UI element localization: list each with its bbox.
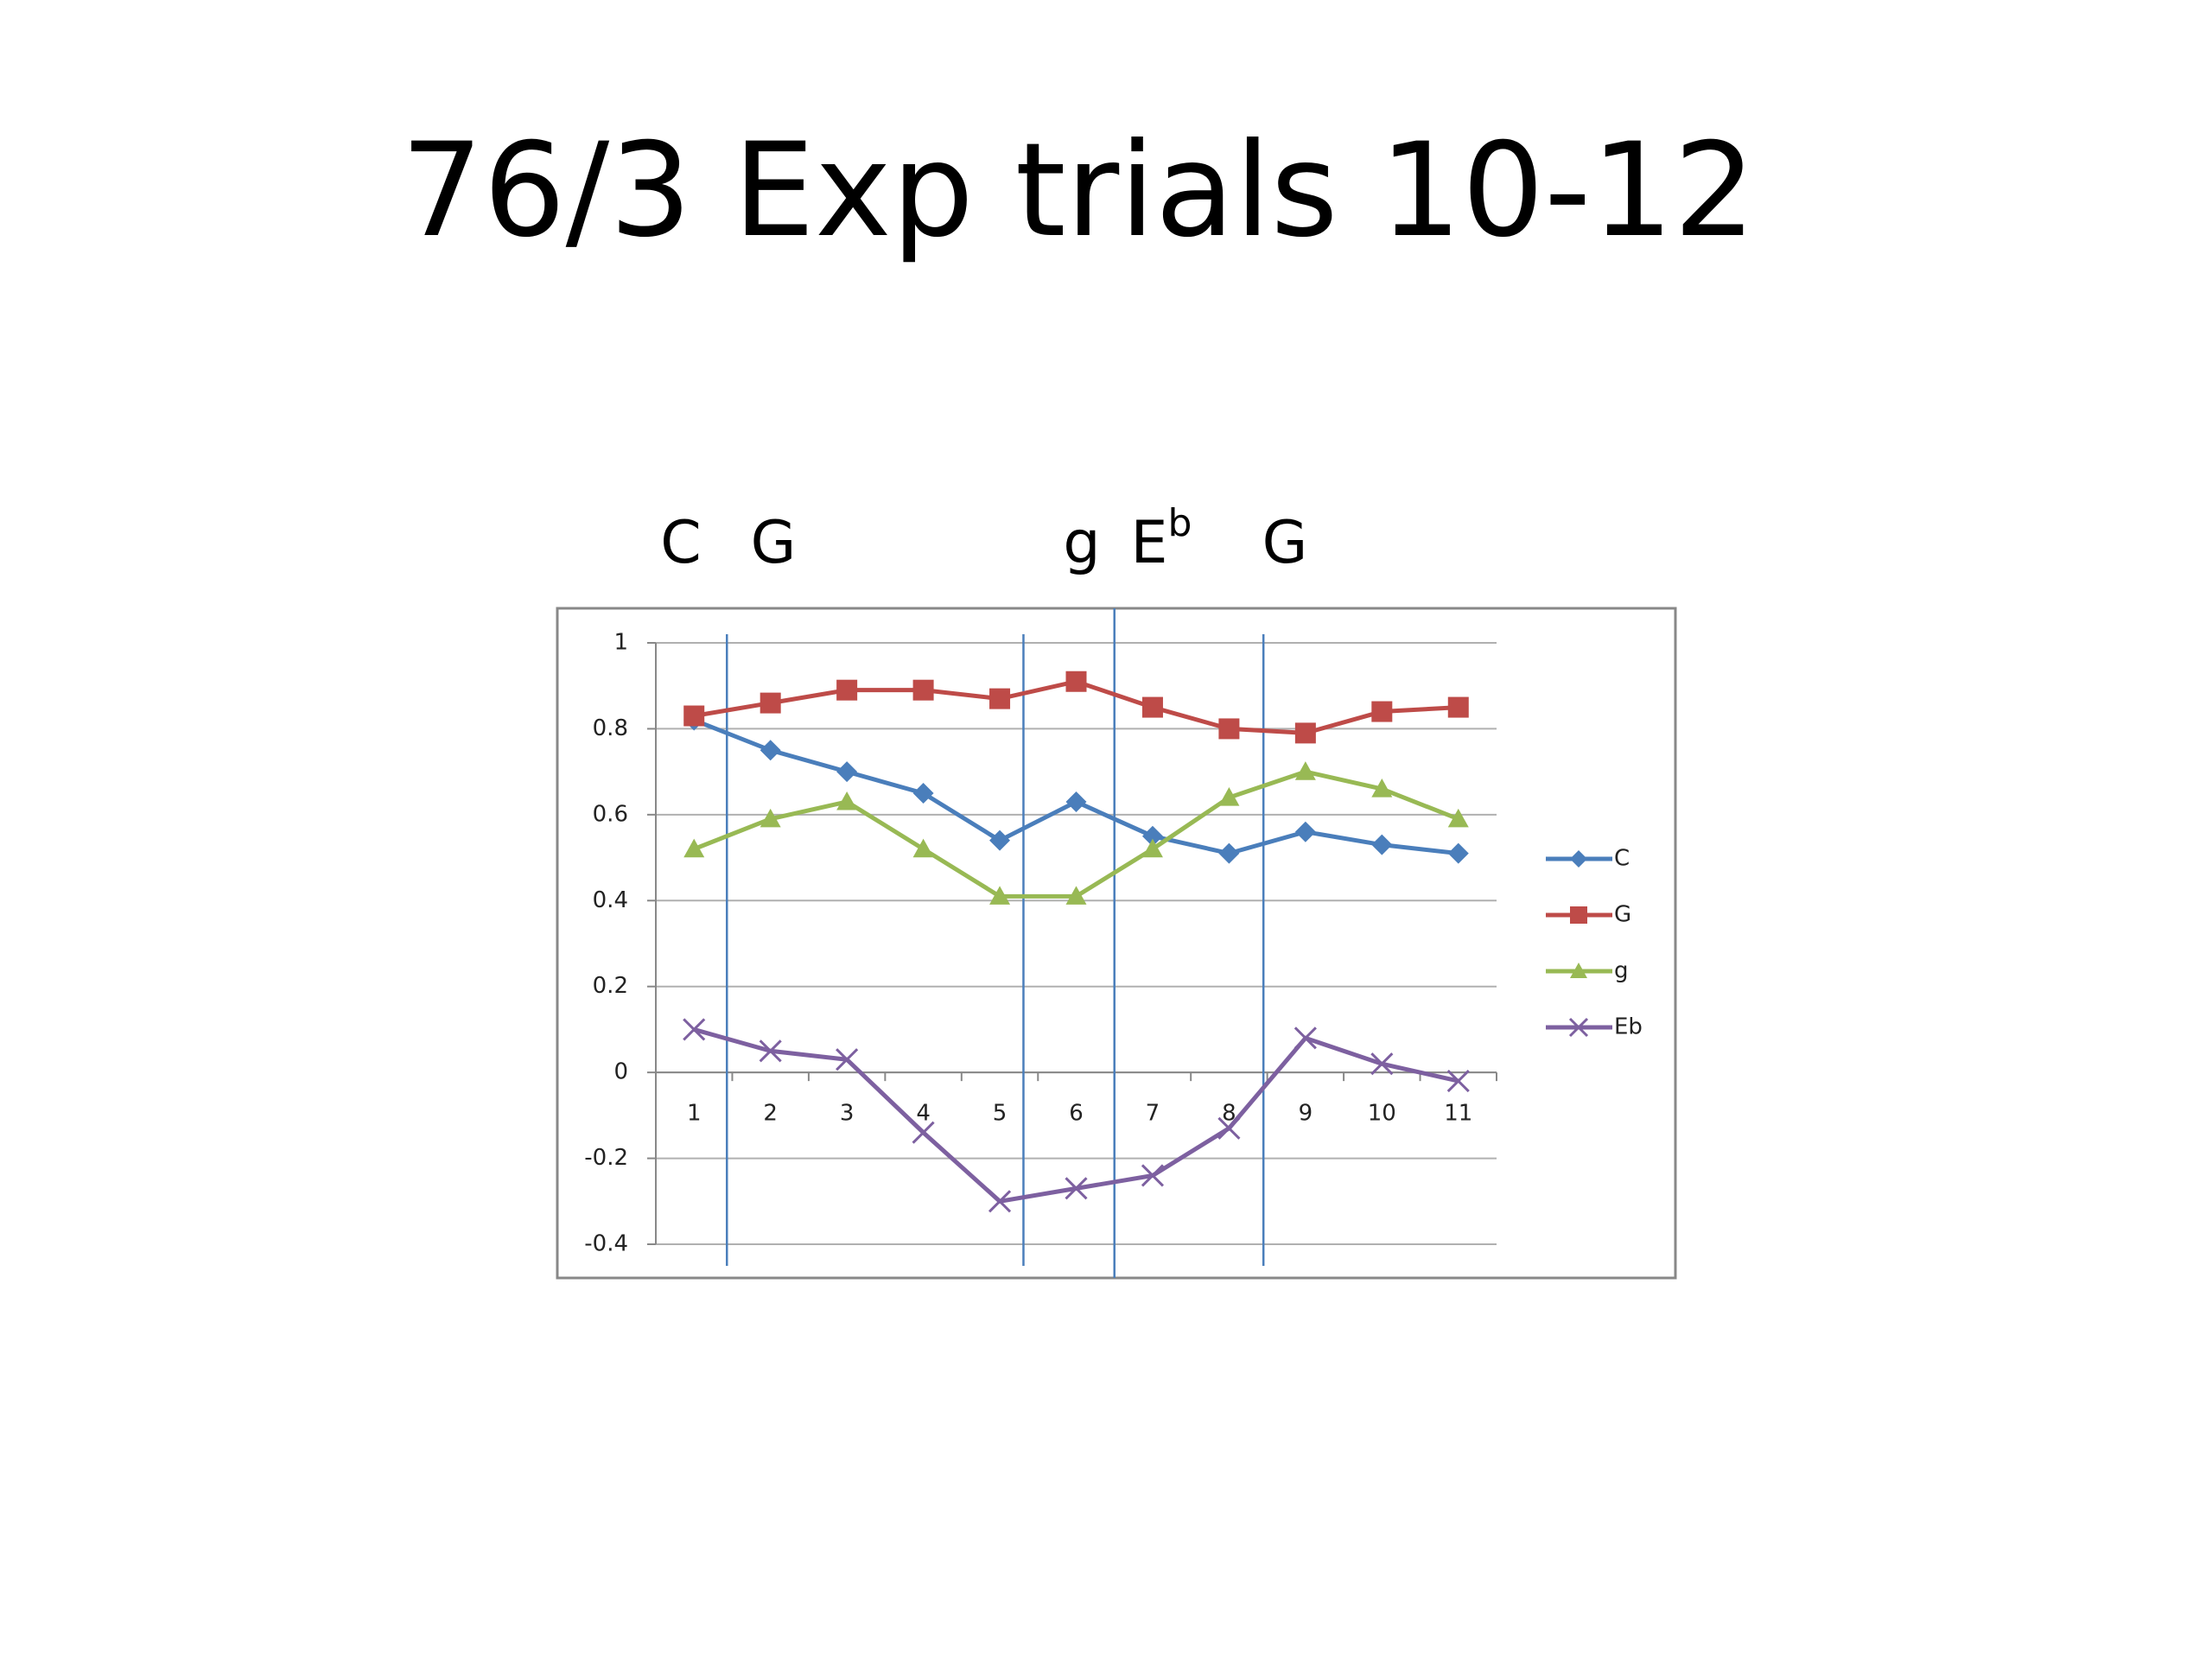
- annotation-text: G: [751, 509, 797, 577]
- data-point: [1294, 722, 1316, 744]
- data-point: [912, 838, 934, 858]
- data-point: [989, 886, 1011, 905]
- data-point: [760, 740, 781, 761]
- data-point: [836, 791, 858, 810]
- legend-marker: [1570, 850, 1587, 868]
- x-tick-label: 8: [1222, 1101, 1236, 1127]
- slide-title: 76/3 Exp trials 10-12: [401, 116, 1756, 266]
- x-tick-label: 1: [687, 1101, 702, 1127]
- data-point: [1141, 696, 1163, 718]
- data-point: [1141, 1164, 1165, 1187]
- data-point: [759, 1039, 782, 1063]
- data-point: [760, 692, 781, 714]
- x-tick-label: 7: [1146, 1101, 1160, 1127]
- annotation-text: G: [1262, 509, 1308, 577]
- data-point: [836, 1048, 859, 1071]
- x-tick-label: 4: [916, 1101, 931, 1127]
- y-tick-label: 0: [613, 1059, 628, 1085]
- legend-marker: [1570, 963, 1587, 978]
- data-point: [1370, 1052, 1394, 1076]
- legend-label: g: [1614, 958, 1629, 984]
- data-point: [1447, 808, 1469, 828]
- x-tick-label: 6: [1069, 1101, 1084, 1127]
- x-tick-label: 10: [1368, 1101, 1396, 1127]
- x-tick-label: 9: [1299, 1101, 1313, 1127]
- data-point: [1217, 1116, 1241, 1140]
- data-point: [836, 679, 858, 701]
- annotation-text: E: [1131, 509, 1168, 577]
- data-point: [1065, 791, 1087, 812]
- y-tick-label: 1: [613, 630, 628, 656]
- y-tick-label: -0.2: [584, 1145, 628, 1171]
- legend-marker: [1570, 906, 1587, 924]
- annotation: g: [1063, 509, 1100, 577]
- data-point: [1218, 786, 1240, 806]
- y-tick-label: -0.4: [584, 1231, 628, 1257]
- data-point: [760, 808, 781, 828]
- data-point: [683, 838, 705, 858]
- data-point: [989, 830, 1011, 851]
- data-point: [1294, 821, 1316, 842]
- data-point: [1294, 1027, 1317, 1050]
- data-point: [683, 1018, 706, 1041]
- x-tick-label: 5: [993, 1101, 1007, 1127]
- data-point: [1447, 696, 1469, 718]
- y-tick-label: 0.6: [593, 801, 628, 827]
- annotation: G: [751, 509, 797, 577]
- data-point: [1371, 779, 1393, 798]
- annotation: C: [660, 509, 701, 577]
- data-point: [683, 705, 705, 727]
- legend-label: C: [1614, 846, 1630, 872]
- x-tick-label: 11: [1444, 1101, 1472, 1127]
- annotation: G: [1262, 509, 1308, 577]
- legend-marker: [1568, 1017, 1589, 1038]
- data-point: [1141, 838, 1163, 858]
- y-tick-label: 0.8: [593, 715, 628, 741]
- data-point: [1371, 834, 1393, 855]
- data-point: [912, 679, 934, 701]
- data-point: [1218, 718, 1240, 740]
- x-tick-label: 3: [840, 1101, 855, 1127]
- legend-label: Eb: [1614, 1014, 1643, 1040]
- data-point: [1447, 842, 1469, 864]
- annotation-text: g: [1063, 509, 1100, 577]
- data-point: [988, 1190, 1012, 1213]
- annotation-text: C: [660, 509, 701, 577]
- y-tick-label: 0.4: [593, 887, 628, 913]
- y-tick-label: 0.2: [593, 973, 628, 999]
- x-tick-label: 2: [763, 1101, 778, 1127]
- data-point: [1065, 1177, 1088, 1200]
- annotation: Eb: [1131, 501, 1192, 577]
- data-point: [912, 783, 934, 804]
- chart-frame: [556, 607, 1677, 1280]
- data-point: [1065, 671, 1087, 692]
- data-point: [1141, 825, 1163, 847]
- data-point: [912, 1121, 935, 1144]
- data-point: [1218, 842, 1240, 864]
- legend-label: G: [1614, 902, 1631, 928]
- data-point: [1446, 1070, 1470, 1093]
- annotation-sup: b: [1168, 501, 1192, 545]
- data-point: [1065, 886, 1087, 905]
- data-point: [1294, 761, 1316, 780]
- data-point: [1371, 701, 1393, 722]
- data-point: [836, 761, 858, 783]
- data-point: [989, 688, 1011, 709]
